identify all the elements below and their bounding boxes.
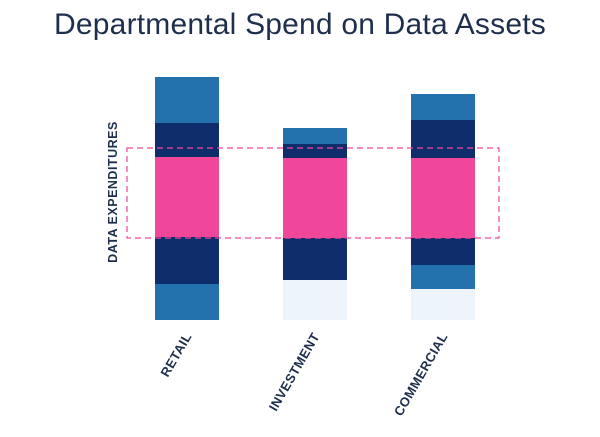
bar-segment-investment-4	[283, 144, 347, 158]
bar-segment-retail-5	[155, 77, 219, 123]
bar-segment-commercial-3	[411, 158, 475, 238]
category-labels: RETAIL INVESTMENT COMMERCIAL	[157, 330, 450, 419]
bar-segment-investment-0	[283, 280, 347, 320]
chart-title: Departmental Spend on Data Assets	[54, 8, 546, 41]
bar-segment-investment-2	[283, 238, 347, 280]
bars-group	[155, 77, 475, 320]
bar-segment-retail-3	[155, 157, 219, 237]
category-label-investment: INVESTMENT	[266, 330, 323, 414]
category-label-commercial: COMMERCIAL	[391, 330, 451, 419]
bar-segment-investment-5	[283, 128, 347, 144]
bar-segment-commercial-0	[411, 289, 475, 320]
bar-segment-retail-4	[155, 123, 219, 157]
bar-segment-commercial-5	[411, 94, 475, 120]
category-label-retail: RETAIL	[157, 330, 194, 379]
highlight-band	[126, 147, 500, 239]
bar-segment-commercial-4	[411, 120, 475, 158]
bar-segment-retail-1	[155, 284, 219, 320]
bar-segment-commercial-2	[411, 238, 475, 265]
bar-segment-commercial-1	[411, 265, 475, 289]
bar-segment-retail-2	[155, 237, 219, 284]
bar-segment-investment-3	[283, 158, 347, 238]
y-axis-label: DATA EXPENDITURES	[106, 121, 120, 263]
highlight-band-group	[126, 147, 500, 239]
